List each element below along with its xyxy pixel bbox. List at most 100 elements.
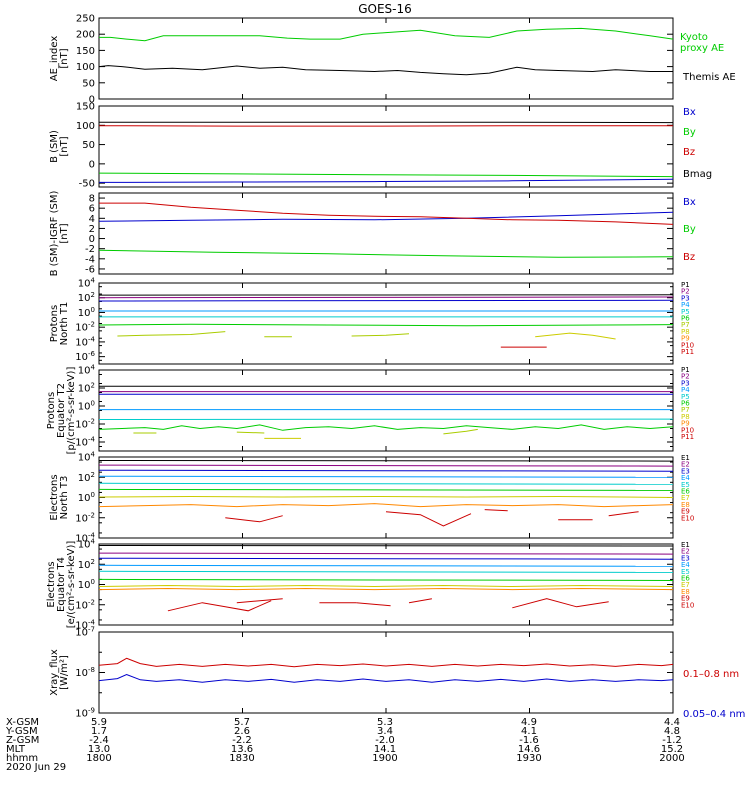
series-line-E2: [98, 552, 674, 555]
legend-label: E7: [681, 494, 690, 502]
legend-label: Bx: [683, 107, 696, 118]
y-tick-label: 100: [78, 306, 95, 319]
y-axis-label: Protons: [46, 392, 57, 429]
series-line-E9c: [484, 509, 508, 512]
footer-row-label: Y-GSM: [5, 726, 38, 737]
y-axis-label: [nT]: [59, 223, 70, 243]
legend-label: E5: [681, 481, 690, 489]
legend-label: Bz: [683, 252, 695, 263]
legend-label: E7: [681, 581, 690, 589]
legend-label: E9: [681, 595, 690, 603]
series-line-E9: [167, 600, 272, 612]
panel-frame: [98, 17, 674, 100]
legend-label: E4: [681, 474, 690, 482]
y-axis-label: Equator T4: [56, 557, 67, 612]
legend-label: P1: [681, 281, 690, 289]
series-line-P7: [117, 331, 226, 337]
legend-label: E5: [681, 568, 690, 576]
footer-value: 3.4: [377, 726, 393, 737]
legend-label: E3: [681, 554, 690, 562]
y-tick-label: 104: [78, 277, 96, 290]
footer-value: 15.2: [661, 744, 683, 755]
footer-value: 2000: [659, 753, 684, 764]
y-tick-label: 100: [78, 400, 95, 413]
y-tick-label: 250: [76, 14, 95, 25]
series-line-E9b: [385, 511, 472, 527]
legend-label: P3: [681, 294, 690, 302]
legend-label: Bz: [683, 147, 695, 158]
footer-value: 4.1: [521, 726, 537, 737]
y-axis-label: Equator T2: [56, 383, 67, 438]
y-tick-label: -50: [79, 179, 95, 190]
legend-label: P10: [681, 426, 694, 434]
legend-label: 0.1–0.8 nm: [683, 669, 739, 680]
footer-value: 2.6: [234, 726, 250, 737]
y-axis-label: [nT]: [59, 48, 70, 68]
series-line-Kyoto proxy AE: [99, 27, 674, 42]
legend-label: E10: [681, 601, 694, 609]
y-tick-label: -4: [85, 254, 95, 265]
footer-value: 5.9: [91, 717, 107, 728]
series-line-E9: [225, 515, 283, 523]
footer-value: 14.6: [518, 744, 540, 755]
y-tick-label: 10-4: [75, 532, 95, 545]
footer-value: 1900: [372, 753, 397, 764]
series-line-E3: [98, 469, 674, 472]
legend-label: E3: [681, 467, 690, 475]
legend-label: P9: [681, 335, 690, 343]
legend-label: P6: [681, 315, 690, 323]
footer-value: 4.4: [664, 717, 680, 728]
series-line-E5: [98, 482, 674, 485]
footer-value: -2.2: [232, 735, 252, 746]
y-tick-label: 10-9: [75, 707, 95, 720]
series-line-P6: [98, 323, 674, 327]
plot-title: GOES-16: [358, 2, 412, 16]
footer-value: -2.0: [375, 735, 395, 746]
series-line-E8: [98, 587, 674, 591]
y-tick-label: 10-2: [75, 598, 95, 611]
legend-label: P11: [681, 433, 694, 441]
y-tick-label: 6: [89, 204, 95, 215]
series-line-E5: [98, 570, 674, 573]
panel-6: 104 102 100 10-2 10-4 Electrons North T3 E1E2E3…: [49, 451, 694, 545]
y-axis-label: B (SM)-IGRF (SM): [49, 191, 60, 277]
series-line-E4: [98, 564, 674, 567]
y-tick-label: 0: [89, 234, 95, 245]
legend-label: P8: [681, 413, 690, 421]
y-axis-label: AE_index: [49, 36, 60, 82]
y-tick-label: 104: [78, 451, 96, 464]
footer-row-label: Z-GSM: [6, 735, 39, 746]
y-tick-label: 8: [89, 194, 95, 205]
series-line-E9b: [236, 598, 283, 604]
legend-label: By: [683, 127, 696, 138]
panel-5: 104 102 100 10-2 10-4 Protons Equator T2 [p/(cm…: [46, 364, 694, 455]
y-tick-label: 104: [78, 364, 96, 377]
legend-label: E8: [681, 588, 690, 596]
series-line-P6: [98, 424, 674, 431]
legend-label: By: [683, 224, 696, 235]
y-tick-label: -2: [85, 244, 95, 255]
legend-label: E1: [681, 541, 690, 549]
y-tick-label: 0: [89, 95, 95, 106]
y-axis-label: [e/(cm²-s-sr-keV)]: [66, 541, 77, 629]
legend-label: E10: [681, 514, 694, 522]
footer-value: 1830: [229, 753, 254, 764]
legend-label: E4: [681, 561, 690, 569]
y-tick-label: 102: [78, 471, 95, 484]
y-tick-label: 2: [89, 224, 95, 235]
y-axis-label: Electrons: [46, 561, 57, 607]
series-line-P3: [98, 299, 674, 302]
footer-row-label: hhmm: [6, 753, 38, 764]
series-line-P7b: [236, 431, 265, 434]
series-line-Bx: [98, 178, 674, 183]
footer-value: 13.6: [231, 744, 253, 755]
series-line-E9d: [408, 598, 432, 604]
y-axis-label: North T1: [59, 302, 70, 346]
legend-label: E6: [681, 575, 690, 583]
series-line-P8: [535, 332, 616, 340]
y-tick-label: 100: [76, 62, 95, 73]
series-line-E7: [98, 584, 674, 588]
legend-label: E6: [681, 488, 690, 496]
series-line-Themis AE: [98, 65, 673, 76]
